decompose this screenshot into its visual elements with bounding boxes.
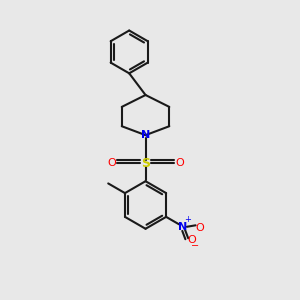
Text: O: O	[188, 236, 196, 245]
Text: O: O	[107, 158, 116, 168]
Text: N: N	[141, 130, 150, 140]
Text: N: N	[178, 221, 188, 232]
Text: +: +	[184, 215, 191, 224]
Text: O: O	[195, 223, 204, 232]
Text: S: S	[141, 157, 150, 170]
Text: O: O	[175, 158, 184, 168]
Text: −: −	[191, 241, 199, 251]
